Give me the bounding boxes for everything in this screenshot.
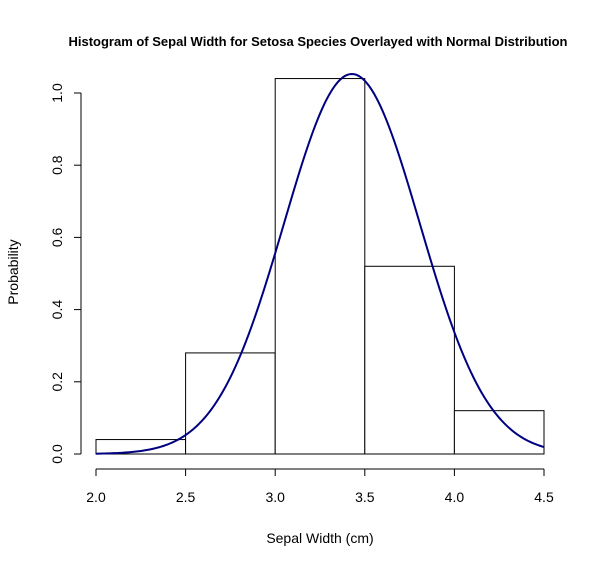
x-ticks-group: 2.0 2.5 3.0 3.5 4.0 4.5: [86, 469, 554, 505]
y-tick-label: 0.2: [49, 372, 65, 392]
y-axis-label: Probability: [5, 239, 21, 304]
x-tick-label: 4.0: [445, 489, 465, 505]
x-tick-label: 2.0: [86, 489, 106, 505]
y-tick-label: 1.0: [49, 83, 65, 103]
y-tick-label: 0.8: [49, 155, 65, 175]
y-tick-label: 0.0: [49, 444, 65, 464]
histogram-bar-2: [185, 352, 276, 455]
normal-distribution-curve: [95, 73, 545, 455]
histogram-bar-4: [364, 265, 455, 455]
bars-group: [95, 78, 545, 455]
x-tick-label: 3.5: [355, 489, 375, 505]
y-tick-label: 0.6: [49, 227, 65, 247]
x-axis-label: Sepal Width (cm): [266, 530, 373, 546]
histogram-bar-3: [274, 78, 366, 455]
y-ticks-group: 0.0 0.2 0.4 0.6 0.8 1.0: [49, 83, 81, 464]
y-tick-label: 0.4: [49, 300, 65, 320]
x-tick-label: 3.0: [265, 489, 285, 505]
x-tick-label: 4.5: [534, 489, 554, 505]
x-tick-label: 2.5: [176, 489, 196, 505]
chart-title: Histogram of Sepal Width for Setosa Spec…: [68, 34, 567, 49]
